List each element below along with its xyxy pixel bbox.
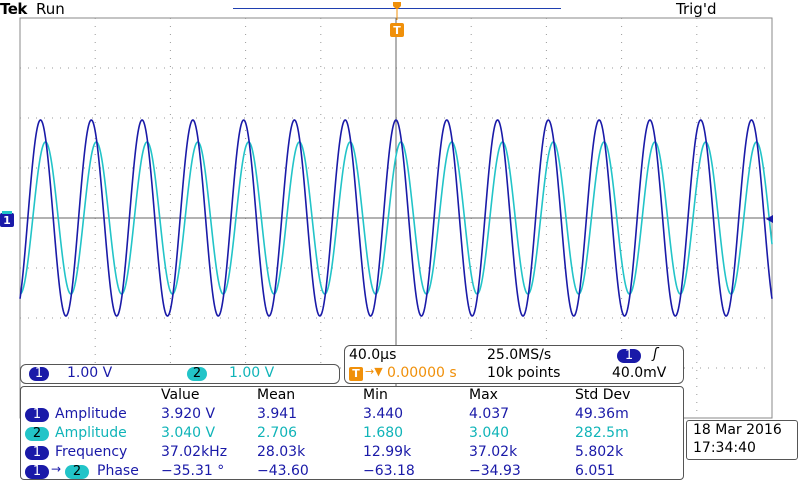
- ch2-trace: [19, 141, 773, 295]
- row-value: −35.31 °: [161, 463, 225, 479]
- ch1-trace: [19, 119, 773, 317]
- row-min: −63.18: [363, 463, 415, 479]
- brand-logo: Tek: [0, 0, 27, 18]
- row-source-badge: 1: [25, 446, 49, 460]
- row-std-dev: 6.051: [575, 463, 616, 479]
- row-min: 1.680: [363, 425, 404, 441]
- row-name: Frequency: [55, 444, 128, 460]
- row-value: 37.02kHz: [161, 444, 228, 460]
- row-max: 4.037: [469, 406, 510, 422]
- timebase-box[interactable]: 40.0µs 25.0MS/s 1 ʃ T →▼ 0.00000 s 10k p…: [344, 345, 684, 384]
- trigger-position-icon[interactable]: T: [390, 2, 404, 37]
- row-std-dev: 282.5m: [575, 425, 629, 441]
- trigger-marker-label: T: [393, 24, 401, 37]
- row-value: 3.040 V: [161, 425, 216, 441]
- ch2-scale[interactable]: 1.00 V: [229, 365, 275, 381]
- col-header-mean: Mean: [257, 387, 296, 403]
- row-max: 3.040: [469, 425, 510, 441]
- ch1-ground-marker-icon[interactable]: 1: [0, 211, 14, 227]
- col-header-value: Value: [161, 387, 200, 403]
- channel-scale-box[interactable]: 1 1.00 V 2 1.00 V: [20, 364, 340, 384]
- acquisition-status: Run: [36, 0, 65, 18]
- row-name: Amplitude: [55, 425, 127, 441]
- row-max: 37.02k: [469, 444, 518, 460]
- row-std-dev: 5.802k: [575, 444, 624, 460]
- row-value: 3.920 V: [161, 406, 216, 422]
- sample-rate: 25.0MS/s: [487, 347, 552, 363]
- trigger-position-badge: T: [349, 367, 363, 381]
- trigger-position[interactable]: 0.00000 s: [387, 365, 457, 381]
- traces: [19, 119, 773, 317]
- row-mean: 2.706: [257, 425, 298, 441]
- horizontal-scale[interactable]: 40.0µs: [349, 347, 397, 363]
- row-name: Phase: [97, 463, 139, 479]
- trigger-level-icon[interactable]: [766, 215, 773, 223]
- trigger-level[interactable]: 40.0mV: [612, 365, 667, 381]
- row-source-badge: 1: [25, 408, 49, 422]
- row-source-badge: 2: [25, 427, 49, 441]
- date: 18 Mar 2016: [693, 422, 782, 438]
- col-header-min: Min: [363, 387, 388, 403]
- trigger-slope-icon: ʃ: [653, 346, 658, 362]
- trigger-position-arrow-icon: →▼: [365, 365, 383, 378]
- row-min: 12.99k: [363, 444, 412, 460]
- record-length: 10k points: [487, 365, 561, 381]
- row-arrow-icon: →: [51, 462, 62, 476]
- row-std-dev: 49.36m: [575, 406, 629, 422]
- col-header-std-dev: Std Dev: [575, 387, 631, 403]
- ground-marker-label: 1: [3, 214, 11, 227]
- ch1-badge[interactable]: 1: [29, 367, 49, 381]
- trigger-status: Trig'd: [676, 0, 717, 18]
- row-mean: −43.60: [257, 463, 309, 479]
- row-max: −34.93: [469, 463, 521, 479]
- ch2-badge[interactable]: 2: [187, 367, 207, 381]
- datetime-box[interactable]: 18 Mar 2016 17:34:40: [686, 420, 798, 460]
- row-name: Amplitude: [55, 406, 127, 422]
- row-mean: 28.03k: [257, 444, 306, 460]
- row-min: 3.440: [363, 406, 404, 422]
- row-mean: 3.941: [257, 406, 298, 422]
- measurements-panel: Value Mean Min Max Std Dev 1 Amplitude 3…: [20, 386, 684, 480]
- time: 17:34:40: [693, 440, 756, 456]
- row-source-b-badge: 2: [65, 465, 89, 479]
- col-header-max: Max: [469, 387, 498, 403]
- row-source-badge: 1: [25, 465, 49, 479]
- trigger-source-badge[interactable]: 1: [617, 349, 641, 363]
- ch1-scale[interactable]: 1.00 V: [67, 365, 113, 381]
